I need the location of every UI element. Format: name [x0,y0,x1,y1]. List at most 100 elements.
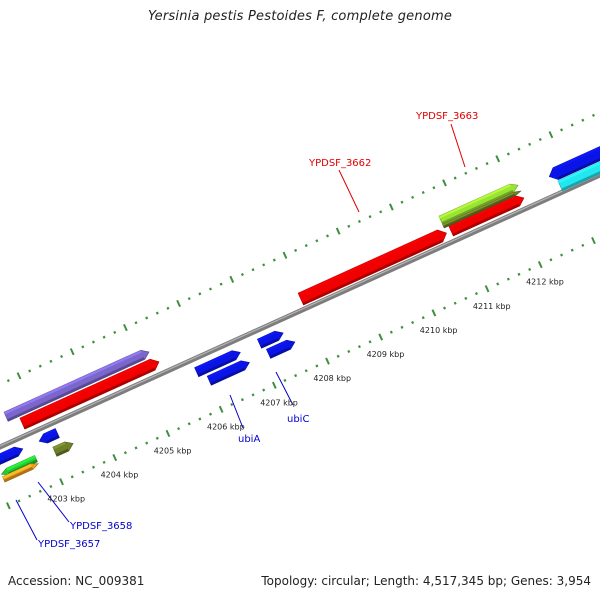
major-tick [335,227,341,235]
minor-tick [262,388,266,392]
major-tick [218,405,224,413]
blue-feature-ubic-2-arrow[interactable] [266,339,296,359]
minor-tick [347,349,351,354]
red-feature-3662-arrow[interactable] [297,229,447,306]
backbone-line [0,172,600,450]
minor-tick [443,306,447,310]
backbone-highlight [0,173,600,447]
minor-tick [6,379,10,383]
gene-label[interactable]: YPDSF_3657 [37,539,100,550]
minor-tick [187,297,191,301]
minor-tick [38,489,42,493]
minor-tick [155,311,159,315]
tick-track [6,113,596,510]
minor-tick [474,292,478,296]
blue-feature-left-1-arrow[interactable] [0,446,24,466]
minor-tick [38,364,42,368]
major-tick [59,478,64,486]
label-leaders [15,123,466,541]
minor-tick [134,321,138,325]
minor-tick [262,263,266,267]
minor-tick [28,494,32,498]
olive-feature-3663-arrow[interactable] [442,190,522,229]
kbp-label: 4203 kbp [47,495,85,504]
gene-label[interactable]: YPDSF_3663 [415,111,478,122]
minor-tick [368,340,372,344]
minor-tick [240,272,244,277]
gene-label[interactable]: ubiA [238,434,260,445]
minor-tick [102,335,106,339]
gene-label[interactable]: YPDSF_3662 [308,158,371,169]
minor-tick [581,243,585,247]
minor-tick [453,176,457,180]
major-tick [548,131,554,139]
lime-feature-3663-arrow[interactable] [438,183,519,225]
major-tick [229,275,235,283]
gene-label[interactable]: ubiC [287,414,309,425]
backbone [0,172,600,450]
major-tick [6,502,11,510]
minor-tick [91,340,95,344]
blue-feature-ubia-1-arrow[interactable] [194,350,241,378]
gene-label[interactable]: YPDSF_3658 [69,521,132,532]
minor-tick [177,427,181,431]
minor-tick [28,369,32,373]
minor-tick [570,248,574,252]
major-tick [16,372,22,380]
kbp-label: 4211 kbp [473,302,511,311]
orange-feature-left-arrow[interactable] [2,463,39,483]
kbp-label: 4206 kbp [207,422,245,431]
blue-feature-ubic-1-arrow[interactable] [257,330,284,349]
minor-tick [357,219,361,224]
major-tick [591,236,596,245]
minor-tick [528,142,532,146]
label-layer: 4203 kbp 4204 kbp 4205 kbp 4206 kbp 4207 kbp… [37,111,564,550]
minor-tick [145,441,149,445]
minor-tick [304,244,308,248]
major-tick [123,323,128,332]
minor-tick [283,378,287,382]
minor-tick [464,296,468,300]
red-feature-left-arrow[interactable] [19,358,160,430]
minor-tick [591,113,595,117]
minor-tick [251,268,255,272]
major-tick [271,381,277,389]
blue-feature-right-arrow[interactable] [548,134,600,180]
kbp-label: 4210 kbp [420,326,458,335]
minor-tick [336,354,340,358]
minor-tick [166,306,170,310]
blue-feature-ubia-2-arrow[interactable] [206,360,250,386]
major-tick [431,309,437,317]
minor-tick [496,282,500,286]
minor-tick [326,234,330,238]
major-tick [69,348,75,356]
kbp-label: 4208 kbp [313,374,351,383]
olive-feature-left-arrow[interactable] [52,441,74,457]
major-tick [165,429,171,438]
minor-tick [506,277,510,281]
minor-tick [549,258,553,262]
minor-tick [49,484,53,489]
minor-tick [315,239,319,243]
minor-tick [145,316,149,320]
topology-stats-text: Topology: circular; Length: 4,517,345 bp… [261,574,591,588]
cyan-feature-right-arrow[interactable] [557,150,600,192]
minor-tick [81,470,85,474]
blue-feature-left-2-arrow[interactable] [38,428,60,444]
minor-tick [102,460,106,464]
purple-feature-arrow[interactable] [3,349,150,422]
map-title: Yersinia pestis Pestoides F, complete ge… [147,9,453,24]
major-tick [112,453,118,462]
minor-tick [60,354,64,359]
minor-tick [485,162,489,166]
minor-tick [304,369,308,373]
minor-tick [517,272,521,276]
major-tick [325,357,330,365]
minor-tick [400,325,404,329]
red-feature-3663-arrow[interactable] [448,195,525,237]
kbp-label: 4205 kbp [154,447,192,456]
kbp-label: 4204 kbp [101,471,139,480]
minor-tick [379,210,383,214]
